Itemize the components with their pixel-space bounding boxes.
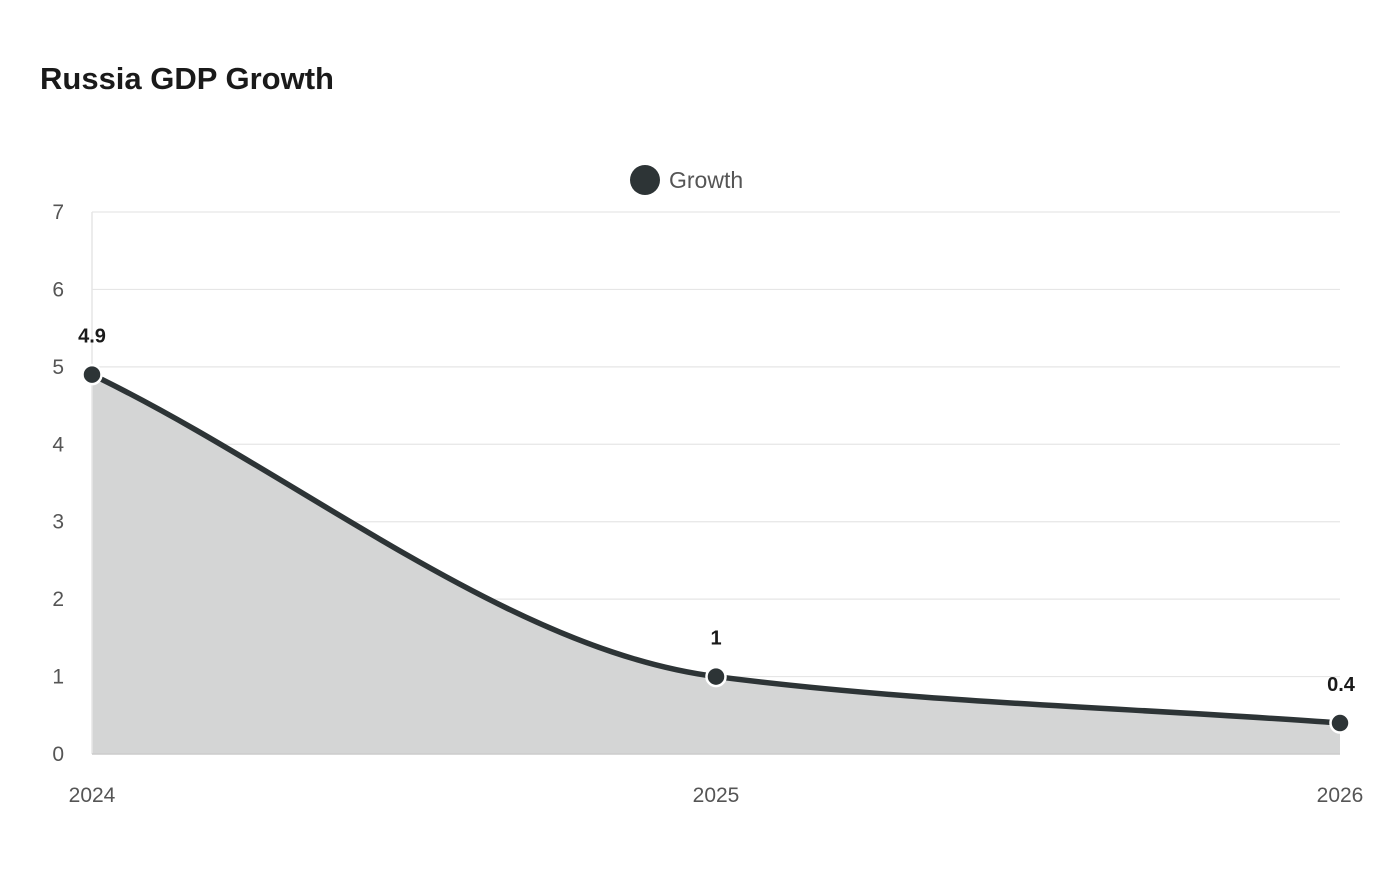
legend: Growth <box>630 165 743 195</box>
y-tick-label: 7 <box>52 201 64 224</box>
x-tick-label: 2024 <box>69 784 116 807</box>
data-label: 0.4 <box>1327 674 1356 696</box>
series-area-fill <box>92 374 1340 754</box>
axes: 0 1 2 3 4 5 6 7 2024 2025 2026 <box>52 201 1363 807</box>
legend-label: Growth <box>669 167 743 193</box>
data-label: 1 <box>710 628 721 650</box>
data-labels: 4.9 1 0.4 <box>78 326 1356 696</box>
legend-marker <box>630 165 660 195</box>
area-fill-layer <box>92 374 1340 754</box>
y-tick-label: 4 <box>52 433 64 456</box>
x-tick-label: 2026 <box>1317 784 1364 807</box>
y-tick-label: 0 <box>52 743 64 766</box>
data-point <box>1329 712 1351 734</box>
data-points <box>81 363 1351 734</box>
x-tick-label: 2025 <box>693 784 740 807</box>
y-tick-label: 2 <box>52 588 64 611</box>
y-tick-label: 3 <box>52 511 64 534</box>
data-label: 4.9 <box>78 326 106 348</box>
chart-title: Russia GDP Growth <box>40 61 334 96</box>
y-tick-label: 1 <box>52 666 64 689</box>
data-point <box>705 665 727 688</box>
y-tick-label: 6 <box>52 278 64 301</box>
data-point <box>81 363 103 386</box>
y-tick-label: 5 <box>52 356 64 379</box>
